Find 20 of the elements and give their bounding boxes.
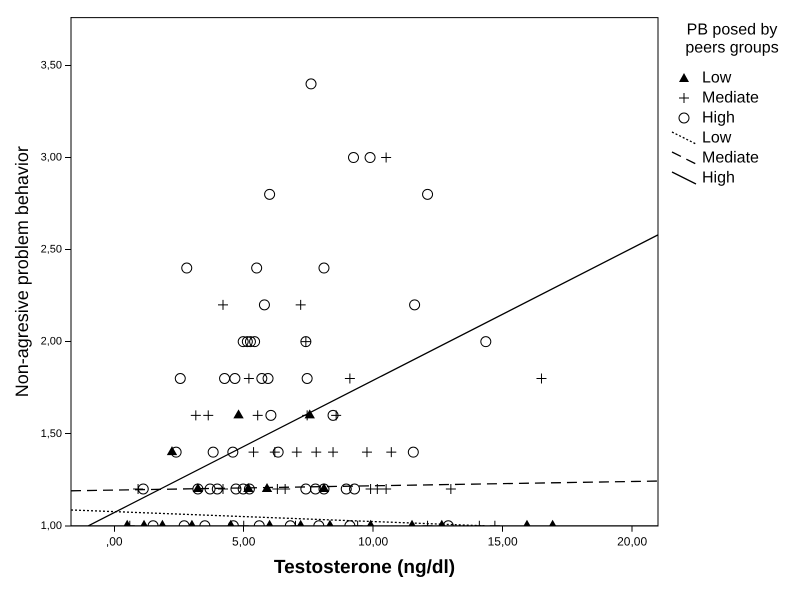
legend-label: Low — [702, 69, 732, 86]
legend-label: Mediate — [702, 89, 760, 106]
legend-label: High — [702, 109, 735, 126]
legend-label: Low — [702, 129, 732, 146]
x-tick-label: 10,00 — [358, 534, 389, 548]
y-tick-label: 1,50 — [40, 428, 62, 440]
legend-label: Mediate — [702, 149, 760, 166]
y-tick-label: 3,50 — [40, 60, 62, 72]
x-tick-label: ,00 — [106, 534, 123, 548]
y-tick-label: 1,00 — [40, 520, 62, 532]
x-axis-title: Testosterone (ng/dl) — [274, 556, 456, 578]
y-tick-label: 2,50 — [40, 244, 62, 256]
legend-title: PB posed by peers groups — [685, 21, 779, 56]
y-tick-label: 2,00 — [40, 336, 62, 348]
x-tick-label: 20,00 — [617, 534, 648, 548]
x-tick-label: 5,00 — [232, 534, 256, 548]
legend-label: High — [702, 169, 735, 186]
y-axis-title: Non-agresive problem behavior — [12, 146, 32, 398]
y-tick-label: 3,00 — [40, 152, 62, 164]
x-tick-label: 15,00 — [488, 534, 518, 548]
